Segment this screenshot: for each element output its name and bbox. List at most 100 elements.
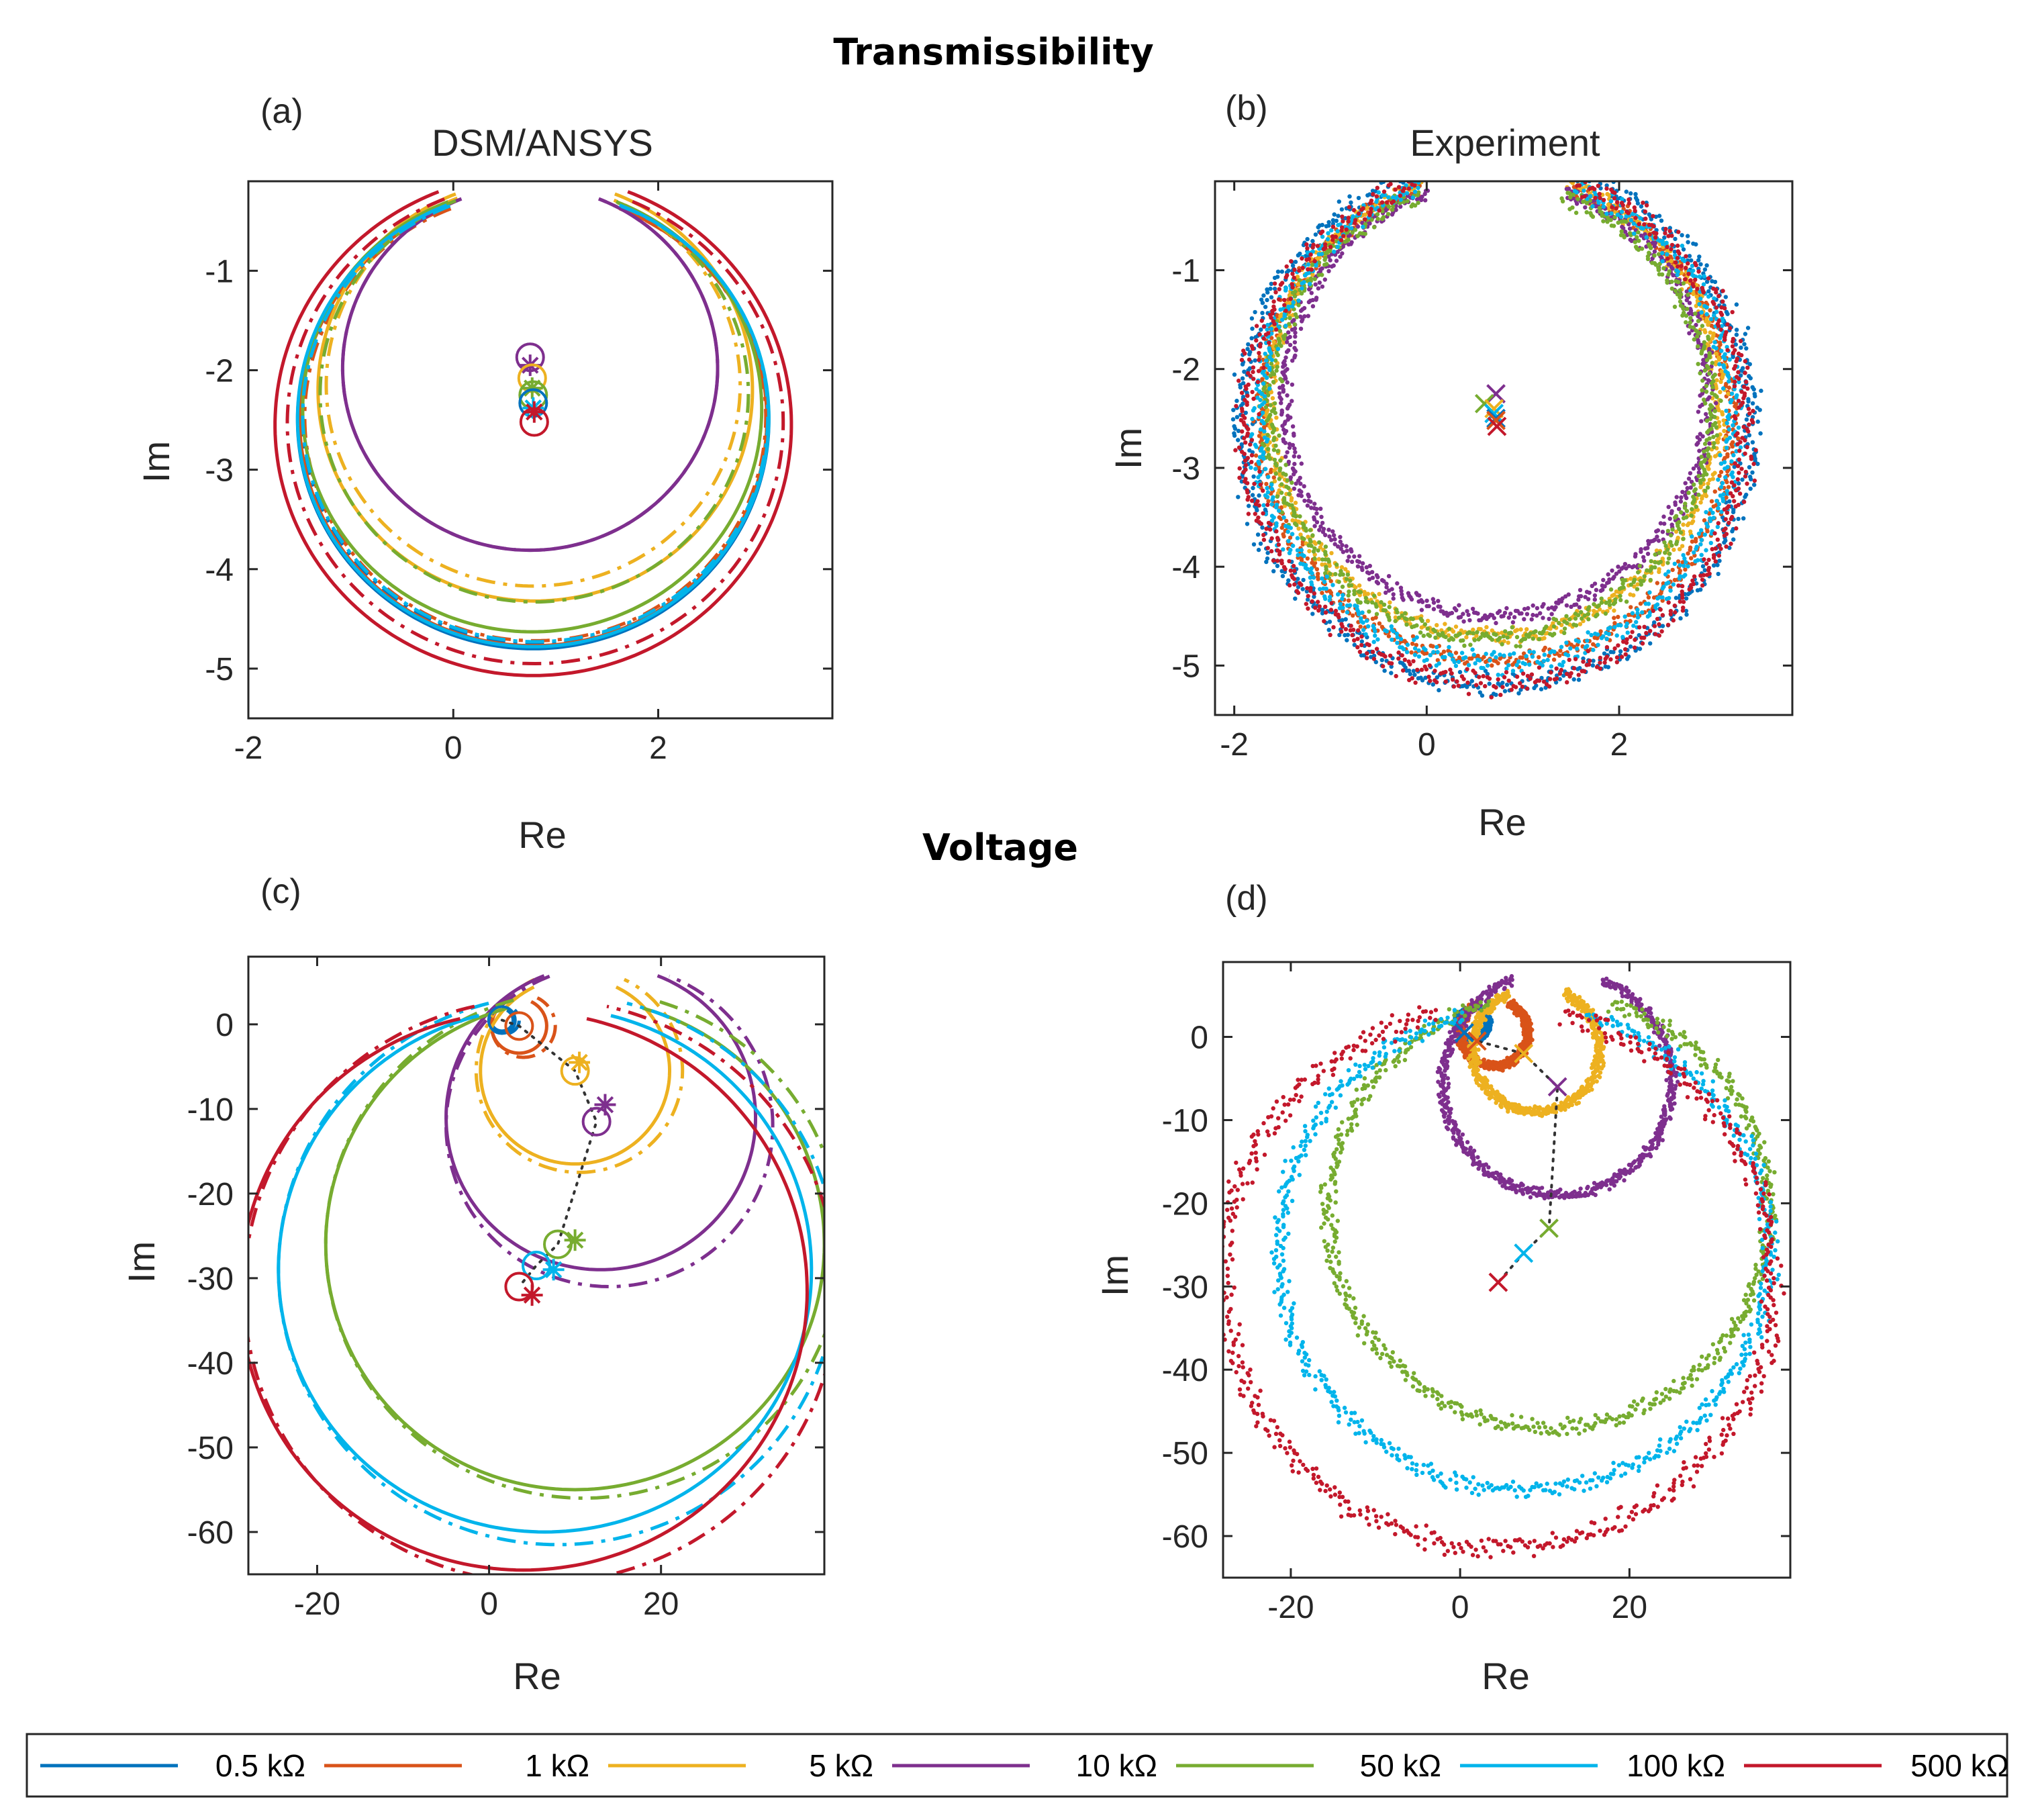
data-point	[1719, 324, 1725, 328]
data-point	[1706, 557, 1711, 563]
data-point	[1688, 288, 1693, 293]
pole-trajectory-c	[500, 1018, 598, 1288]
data-point	[1245, 402, 1249, 408]
data-point	[1272, 479, 1277, 483]
data-point	[1652, 624, 1657, 628]
data-point	[1276, 297, 1281, 302]
data-point	[1293, 334, 1298, 339]
data-point	[1580, 616, 1584, 621]
data-point	[1394, 631, 1399, 636]
data-point	[1629, 218, 1633, 223]
data-point	[1469, 679, 1474, 683]
data-point	[1688, 278, 1693, 283]
data-point	[1253, 335, 1258, 340]
data-point	[1628, 618, 1633, 624]
data-point	[1269, 357, 1275, 363]
data-point	[1700, 378, 1705, 383]
marker-circle-a-8	[519, 407, 549, 437]
data-point	[1282, 303, 1287, 307]
x-axis-label-b: Re	[1478, 801, 1526, 843]
data-point	[1305, 503, 1310, 508]
data-point	[1618, 649, 1623, 654]
data-point	[1241, 470, 1246, 475]
data-point	[1431, 650, 1436, 655]
data-point	[1296, 577, 1300, 581]
data-point	[1696, 473, 1701, 479]
data-point	[1678, 569, 1682, 573]
data-point	[1727, 499, 1732, 504]
data-point	[1240, 376, 1245, 381]
data-point	[1578, 622, 1583, 626]
data-point	[1283, 324, 1288, 328]
data-point	[1333, 608, 1339, 614]
data-point	[1457, 603, 1461, 608]
data-point	[1711, 286, 1716, 291]
y-tick-label-a-4: -5	[205, 652, 234, 687]
data-point	[1622, 614, 1627, 619]
data-point	[1573, 657, 1578, 661]
data-point	[1714, 378, 1719, 383]
data-point	[1655, 528, 1661, 533]
data-point	[1702, 267, 1708, 272]
data-point	[1267, 457, 1273, 461]
data-point	[1443, 679, 1448, 684]
data-point	[1713, 559, 1718, 564]
data-point	[1608, 657, 1613, 662]
data-point	[1710, 477, 1715, 481]
data-point	[1718, 389, 1723, 395]
data-point	[1261, 324, 1267, 329]
data-point	[1317, 280, 1322, 285]
data-point	[1655, 616, 1660, 622]
data-point	[1669, 543, 1674, 548]
data-point	[1578, 666, 1582, 671]
data-point	[1265, 502, 1270, 508]
data-point	[1715, 537, 1720, 542]
data-point	[1666, 580, 1671, 585]
data-point	[1584, 210, 1589, 215]
data-point	[1410, 616, 1415, 622]
series-line-a-2	[316, 192, 755, 603]
data-point	[1562, 630, 1567, 635]
data-point	[1502, 610, 1508, 616]
data-point	[1716, 477, 1720, 482]
data-point	[1247, 352, 1252, 356]
data-point	[1300, 286, 1304, 291]
data-point	[1284, 518, 1289, 524]
data-point	[1339, 565, 1345, 570]
data-point	[1282, 314, 1287, 319]
data-point	[1653, 565, 1657, 570]
data-point	[1260, 311, 1265, 316]
data-point	[1293, 450, 1298, 454]
data-point	[1296, 590, 1301, 595]
data-point	[1612, 575, 1616, 579]
data-point	[1288, 583, 1292, 587]
data-point	[1290, 285, 1295, 290]
data-point	[1410, 195, 1416, 200]
data-point	[1255, 508, 1259, 513]
data-point	[1680, 583, 1685, 589]
data-point	[1278, 307, 1283, 312]
data-point	[1404, 622, 1409, 627]
data-point	[1695, 435, 1700, 440]
data-point	[1696, 440, 1700, 445]
data-point	[1380, 193, 1385, 197]
data-point	[1681, 553, 1686, 558]
data-point	[1312, 561, 1318, 565]
data-point	[1472, 638, 1477, 642]
data-point	[1314, 520, 1320, 524]
data-point	[1667, 226, 1672, 230]
data-point	[1633, 192, 1638, 197]
data-point	[1647, 232, 1652, 237]
data-point	[1731, 452, 1736, 458]
data-point	[1563, 594, 1568, 599]
data-point	[1364, 618, 1369, 623]
data-point	[1424, 667, 1429, 672]
data-point	[1345, 548, 1349, 553]
data-point	[1306, 494, 1312, 499]
data-point	[1549, 612, 1554, 616]
data-point	[1395, 640, 1400, 645]
data-point	[1459, 651, 1465, 655]
data-point	[1277, 391, 1282, 396]
data-point	[1693, 312, 1698, 316]
data-point	[1355, 644, 1360, 650]
